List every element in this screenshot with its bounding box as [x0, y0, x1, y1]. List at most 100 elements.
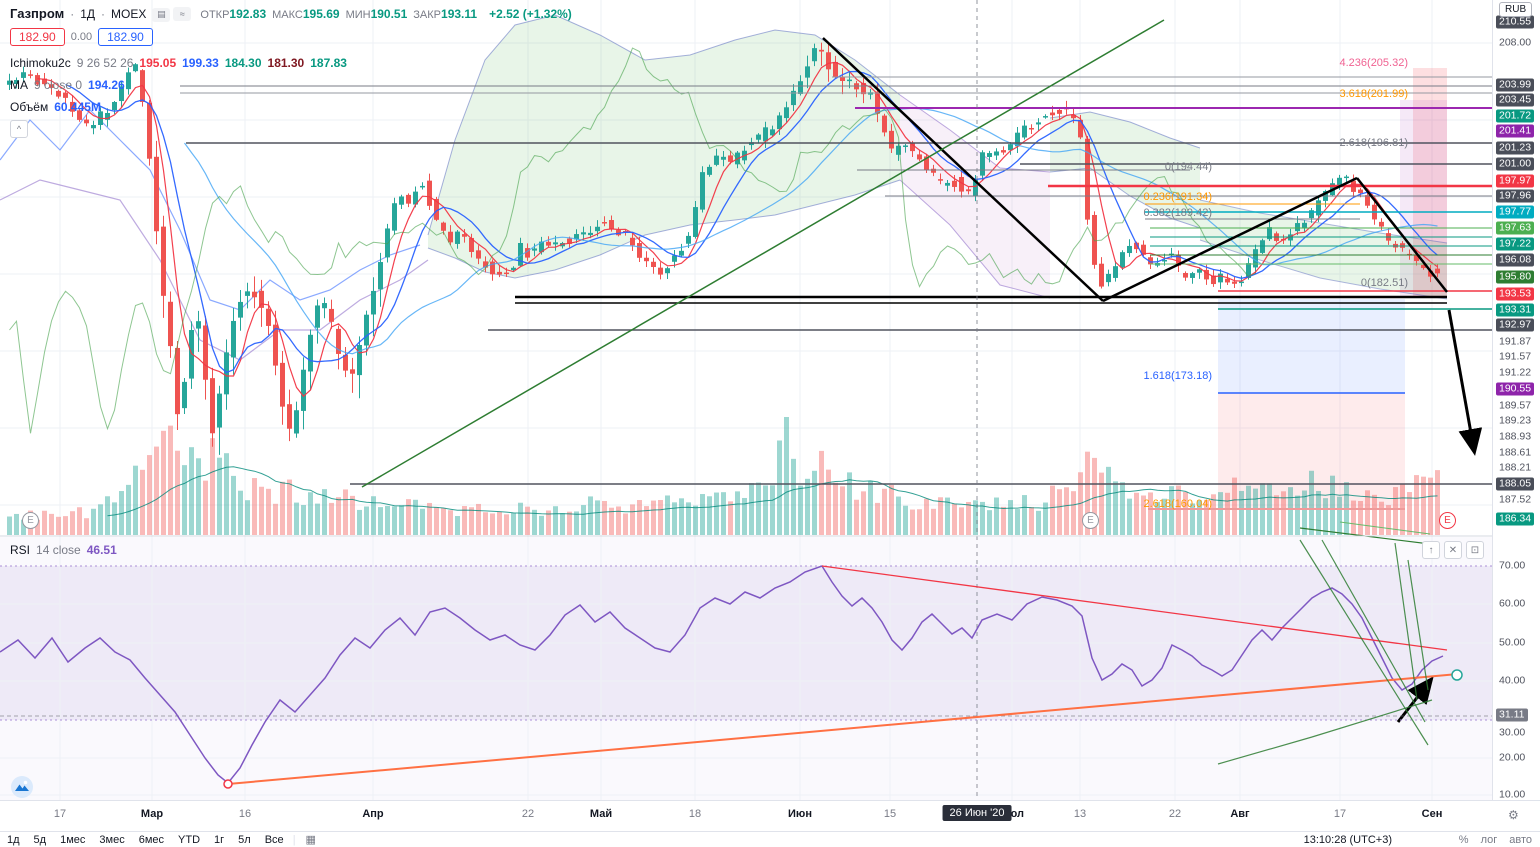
separator-dot: · [70, 6, 75, 21]
ichimoku-value: 181.30 [267, 56, 305, 70]
day-tick-label: 17 [53, 808, 67, 820]
price-scale-label: 189.57 [1499, 399, 1532, 412]
price-scale-label: 193.53 [1496, 287, 1535, 301]
range-button-1мес[interactable]: 1мес [60, 833, 86, 846]
price-scale-label: 60.00 [1499, 597, 1526, 610]
buy-button[interactable]: 182.90 [98, 28, 153, 46]
svg-text:2.618(160.04): 2.618(160.04) [1144, 498, 1213, 510]
range-button-1г[interactable]: 1г [214, 833, 225, 846]
ohlc-label: МАКС [272, 8, 303, 21]
price-scale-label: 201.72 [1496, 109, 1535, 123]
price-scale-label: 191.57 [1499, 350, 1532, 363]
bar-style-icon[interactable]: ▤ [152, 7, 171, 22]
price-scale-label: 70.00 [1499, 559, 1526, 572]
price-scale-label: 203.99 [1496, 78, 1535, 92]
price-scale-label: 201.41 [1496, 124, 1535, 138]
day-tick-label: 22 [521, 808, 535, 820]
ichimoku-legend[interactable]: Ichimoku2c 9 26 52 26 195.05 199.33 184.30… [10, 56, 353, 70]
exchange-label: MOEX [111, 6, 147, 21]
ma-legend[interactable]: MA 9 close 0 194.26 [10, 78, 125, 92]
rsi-value: 46.51 [86, 543, 117, 557]
svg-text:0.236(191.34): 0.236(191.34) [1144, 191, 1213, 203]
price-scale-label: 190.55 [1496, 382, 1535, 396]
ichimoku-value: 187.83 [310, 56, 347, 70]
day-tick-label: 13 [1073, 808, 1087, 820]
toolbar-divider: | [292, 833, 296, 846]
price-scale-label: 201.00 [1496, 157, 1535, 171]
price-scale-label: 193.31 [1496, 303, 1535, 317]
price-scale-label: 187.52 [1499, 493, 1532, 506]
date-badge: 26 Июн '20 [942, 805, 1012, 821]
price-scale[interactable]: RUB 210.55 208.00 203.99 203.45 201.72 201.41… [1492, 0, 1540, 801]
ma-params: 9 close 0 [34, 78, 83, 92]
volume-value: 60.445M [54, 100, 101, 114]
scale-mode-buttons: % лог авто [1459, 833, 1532, 847]
price-scale-label: 191.22 [1499, 366, 1532, 379]
price-scale-label: 197.22 [1496, 237, 1535, 251]
ohlc-label: ЗАКР [413, 8, 442, 21]
range-button-3мес[interactable]: 3мес [99, 833, 125, 846]
compare-icon[interactable]: ≈ [173, 7, 192, 21]
chart-canvas[interactable]: 4.236(205.32) 3.618(201.99) 2.618(196.81) 0… [0, 0, 1492, 800]
scale-button-авто[interactable]: авто [1509, 833, 1532, 846]
price-scale-label: 50.00 [1499, 636, 1526, 649]
ohlc-value: 193.11 [441, 6, 478, 21]
month-tick-label: Июн [788, 808, 812, 820]
range-button-YTD[interactable]: YTD [178, 833, 201, 846]
volume-legend[interactable]: Объём 60.445M [10, 100, 101, 114]
price-scale-label: 210.55 [1496, 15, 1535, 29]
price-scale-label: 197.63 [1496, 221, 1535, 235]
close-pane-icon[interactable]: ✕ [1444, 541, 1462, 559]
range-button-6мес[interactable]: 6мес [138, 833, 165, 846]
month-tick-label: Апр [362, 808, 384, 820]
separator-dot: · [101, 6, 106, 21]
price-scale-label: 31.11 [1496, 708, 1528, 722]
timeframe-label[interactable]: 1Д [80, 6, 96, 21]
ohlc-value: 190.51 [370, 6, 408, 21]
scale-button-%[interactable]: % [1458, 833, 1469, 846]
spread-value: 0.00 [70, 31, 93, 43]
range-button-5д[interactable]: 5д [33, 833, 47, 846]
earnings-marker[interactable]: E [1439, 512, 1456, 529]
range-button-1д[interactable]: 1д [7, 833, 20, 846]
calendar-icon[interactable]: ▦ [305, 833, 316, 846]
move-pane-up-icon[interactable]: ↑ [1422, 541, 1440, 559]
ichimoku-values: 195.05 199.33 184.30 181.30 187.83 [139, 56, 353, 70]
ichimoku-value: 199.33 [182, 56, 219, 70]
symbol-name[interactable]: Газпром [10, 6, 65, 22]
day-tick-label: 17 [1333, 808, 1347, 820]
tradingview-logo[interactable] [11, 776, 33, 803]
range-buttons: 1д 5д 1мес 3мес 6мес YTD 1г 5л Все [0, 833, 291, 847]
axis-settings-gear-icon[interactable]: ⚙ [1508, 808, 1519, 822]
maximize-pane-icon[interactable]: ⊡ [1466, 541, 1484, 559]
svg-text:3.618(201.99): 3.618(201.99) [1340, 88, 1409, 100]
ohlc-value: 195.69 [302, 6, 340, 21]
volume-name[interactable]: Объём [10, 100, 49, 114]
price-scale-label: 195.80 [1496, 270, 1535, 284]
month-tick-label: Мар [140, 808, 164, 820]
price-scale-label: 10.00 [1499, 788, 1526, 801]
price-scale-label: 196.08 [1496, 253, 1535, 267]
rsi-params: 14 close [36, 543, 81, 557]
earnings-marker[interactable]: E [1082, 512, 1099, 529]
scale-button-лог[interactable]: лог [1480, 833, 1498, 846]
day-tick-label: 18 [688, 808, 702, 820]
sell-button[interactable]: 182.90 [10, 28, 65, 46]
earnings-marker[interactable]: E [22, 512, 39, 529]
ichimoku-name[interactable]: Ichimoku2c [10, 56, 71, 70]
range-button-5л[interactable]: 5л [238, 833, 251, 846]
currency-badge[interactable]: RUB [1499, 2, 1533, 17]
clock-readout[interactable]: 13:10:28 (UTC+3) [1303, 833, 1392, 846]
ohlc-label: ОТКР [200, 8, 230, 21]
range-button-Все[interactable]: Все [264, 833, 284, 846]
price-scale-label: 208.00 [1499, 36, 1532, 49]
collapse-indicators-button[interactable]: ^ [10, 120, 28, 138]
ichimoku-value: 184.30 [224, 56, 262, 70]
rsi-name[interactable]: RSI [10, 543, 31, 557]
rsi-legend[interactable]: RSI 14 close 46.51 [10, 543, 117, 557]
price-scale-label: 186.34 [1496, 512, 1535, 526]
ohlc-label: МИН [345, 8, 371, 21]
ma-name[interactable]: MA [10, 78, 28, 92]
time-axis[interactable]: 26 Июн '20 ⚙ 17 Мар 16 Апр 22 Май 18 Июн 15 Июл 13… [0, 800, 1540, 832]
